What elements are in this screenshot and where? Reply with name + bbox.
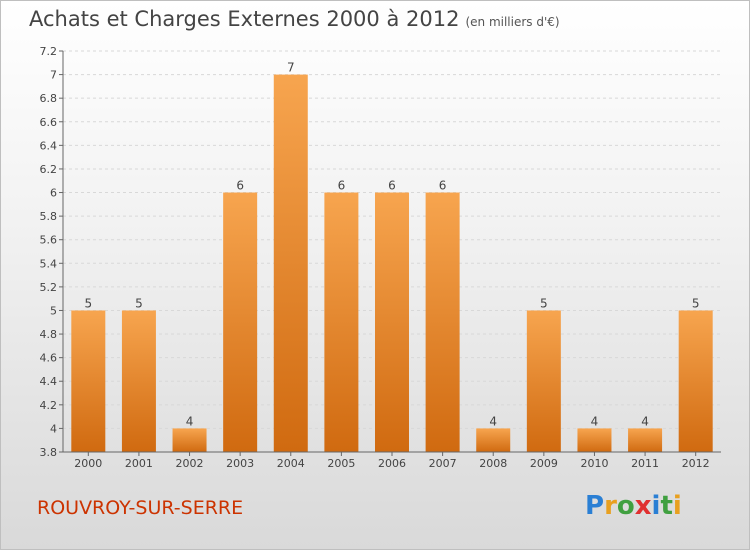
- x-tick-label: 2011: [631, 457, 659, 470]
- bar-2000: [71, 310, 106, 452]
- logo-letter: P: [585, 491, 605, 521]
- bar-2007: [425, 192, 460, 452]
- y-tick-label: 4.4: [40, 375, 58, 388]
- bar-2006: [375, 192, 409, 452]
- logo-letter: o: [616, 491, 635, 521]
- y-tick-label: 6.8: [40, 92, 58, 105]
- title-unit: (en milliers d'€): [465, 15, 560, 29]
- title-text: Achats et Charges Externes 2000 à 2012: [29, 7, 460, 31]
- x-tick-label: 2005: [327, 457, 355, 470]
- bar-2011: [628, 428, 663, 452]
- x-tick-label: 2002: [176, 457, 204, 470]
- chart-title: Achats et Charges Externes 2000 à 2012 (e…: [29, 7, 560, 31]
- data-label: 5: [540, 296, 548, 310]
- y-tick-label: 6: [50, 187, 57, 200]
- data-label: 6: [388, 179, 396, 193]
- bar-2009: [526, 310, 561, 452]
- logo-letter: t: [660, 491, 673, 521]
- bar-2005: [324, 192, 359, 452]
- bar-2008: [476, 428, 511, 452]
- logo-letter: i: [651, 491, 661, 521]
- data-label: 4: [489, 414, 497, 428]
- x-tick-label: 2006: [378, 457, 406, 470]
- y-tick-label: 4.6: [40, 352, 58, 365]
- x-tick-label: 2001: [125, 457, 153, 470]
- data-label: 6: [439, 179, 447, 193]
- data-label: 5: [84, 296, 92, 310]
- x-tick-label: 2012: [682, 457, 710, 470]
- bar-series: 5 5 4 6 7 6 6 6 4 5 4 4 5: [71, 61, 713, 453]
- commune-name: ROUVROY-SUR-SERRE: [37, 497, 244, 519]
- data-label: 5: [692, 296, 700, 310]
- y-tick-label: 3.8: [40, 446, 58, 459]
- y-tick-label: 4.2: [40, 399, 58, 412]
- x-tick-label: 2004: [277, 457, 305, 470]
- x-tick-label: 2007: [429, 457, 457, 470]
- y-tick-label: 7: [50, 69, 57, 82]
- bar-2001: [121, 310, 156, 452]
- axes: 3.8 4 4.2 4.4 4.6 4.8 5 5.2 5.4 5.6 5.8 6 6.2 6.4 6.6 6…: [40, 45, 721, 470]
- y-tick-label: 5.8: [40, 210, 58, 223]
- bar-2004: [273, 74, 308, 453]
- bar-2010: [577, 428, 612, 452]
- data-label: 4: [641, 414, 649, 428]
- y-tick-label: 7.2: [40, 45, 58, 58]
- x-tick-label: 2003: [226, 457, 254, 470]
- logo-letter: i: [672, 491, 682, 521]
- bar-2002: [172, 428, 207, 452]
- logo-letter: x: [634, 491, 652, 521]
- y-tick-label: 6.6: [40, 116, 58, 129]
- x-tick-label: 2010: [580, 457, 608, 470]
- y-tick-label: 6.4: [40, 139, 58, 152]
- x-tick-label: 2008: [479, 457, 507, 470]
- data-label: 7: [287, 61, 295, 75]
- x-tick-label: 2000: [74, 457, 102, 470]
- y-tick-label: 4: [50, 422, 57, 435]
- y-tick-label: 5.4: [40, 257, 58, 270]
- bar-2003: [223, 192, 258, 452]
- data-label: 6: [236, 179, 244, 193]
- y-tick-label: 6.2: [40, 163, 58, 176]
- data-label: 6: [338, 179, 346, 193]
- logo-letter: r: [604, 491, 617, 521]
- data-label: 4: [591, 414, 599, 428]
- bar-2012: [678, 310, 713, 452]
- y-tick-label: 5: [50, 304, 57, 317]
- data-label: 5: [135, 296, 143, 310]
- x-tick-label: 2009: [530, 457, 558, 470]
- y-tick-label: 5.2: [40, 281, 58, 294]
- y-tick-label: 4.8: [40, 328, 58, 341]
- y-tick-label: 5.6: [40, 234, 58, 247]
- data-label: 4: [186, 414, 194, 428]
- proxiti-logo: Proxiti: [585, 491, 682, 521]
